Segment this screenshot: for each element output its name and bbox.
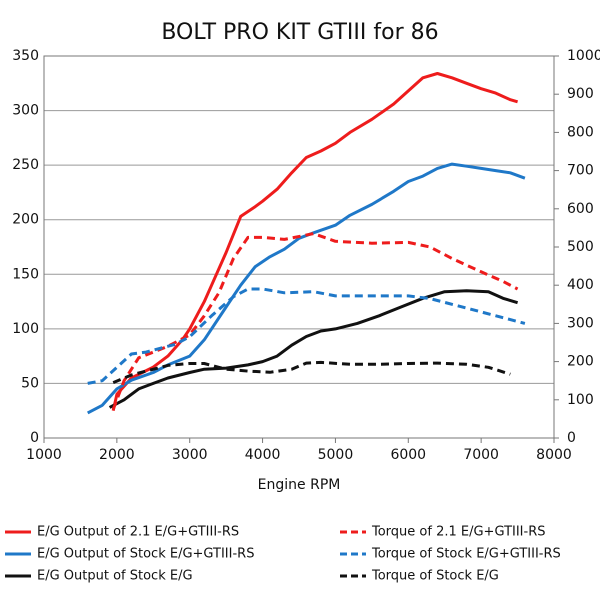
y-tick-label: 250 bbox=[12, 157, 39, 173]
y2-tick-label: 800 bbox=[567, 124, 594, 140]
series-line bbox=[112, 360, 511, 384]
y-tick-label: 350 bbox=[12, 48, 39, 64]
x-tick-label: 2000 bbox=[99, 447, 135, 463]
legend-label: Torque of Stock E/G+GTIII-RS bbox=[371, 547, 561, 562]
y2-tick-label: 100 bbox=[567, 392, 594, 408]
legend-label: E/G Output of Stock E/G+GTIII-RS bbox=[37, 547, 254, 562]
y-tick-label: 300 bbox=[12, 103, 39, 119]
x-axis-label: Engine RPM bbox=[258, 477, 341, 493]
y2-tick-label: 0 bbox=[567, 430, 576, 446]
x-tick-label: 3000 bbox=[172, 447, 208, 463]
y2-tick-label: 700 bbox=[567, 163, 594, 179]
x-tick-label: 1000 bbox=[26, 447, 62, 463]
legend-label: Torque of 2.1 E/G+GTIII-RS bbox=[371, 525, 545, 540]
y2-tick-label: 500 bbox=[567, 239, 594, 255]
y-tick-label: 200 bbox=[12, 212, 39, 228]
chart-title: BOLT PRO KIT GTIII for 86 bbox=[161, 20, 438, 45]
series-line bbox=[87, 162, 526, 415]
y-tick-label: 150 bbox=[12, 266, 39, 282]
x-tick-label: 5000 bbox=[318, 447, 354, 463]
x-tick-label: 7000 bbox=[463, 447, 499, 463]
y2-tick-label: 400 bbox=[567, 277, 594, 293]
y2-tick-label: 1000 bbox=[567, 48, 600, 64]
y2-tick-label: 200 bbox=[567, 354, 594, 370]
x-tick-label: 4000 bbox=[245, 447, 281, 463]
y-tick-label: 100 bbox=[12, 321, 39, 337]
series-line bbox=[87, 287, 526, 385]
y-tick-label: 0 bbox=[30, 430, 39, 446]
legend-label: Torque of Stock E/G bbox=[371, 569, 499, 584]
legend-label: E/G Output of 2.1 E/G+GTIII-RS bbox=[37, 525, 239, 540]
x-tick-label: 8000 bbox=[536, 447, 572, 463]
y-tick-label: 50 bbox=[21, 375, 39, 391]
y2-tick-label: 300 bbox=[567, 315, 594, 331]
series-line bbox=[108, 289, 519, 409]
plot-frame bbox=[43, 55, 555, 439]
x-tick-label: 6000 bbox=[390, 447, 426, 463]
y2-tick-label: 600 bbox=[567, 201, 594, 217]
y2-tick-label: 900 bbox=[567, 86, 594, 102]
legend-label: E/G Output of Stock E/G bbox=[37, 569, 193, 584]
series-line bbox=[111, 72, 519, 412]
